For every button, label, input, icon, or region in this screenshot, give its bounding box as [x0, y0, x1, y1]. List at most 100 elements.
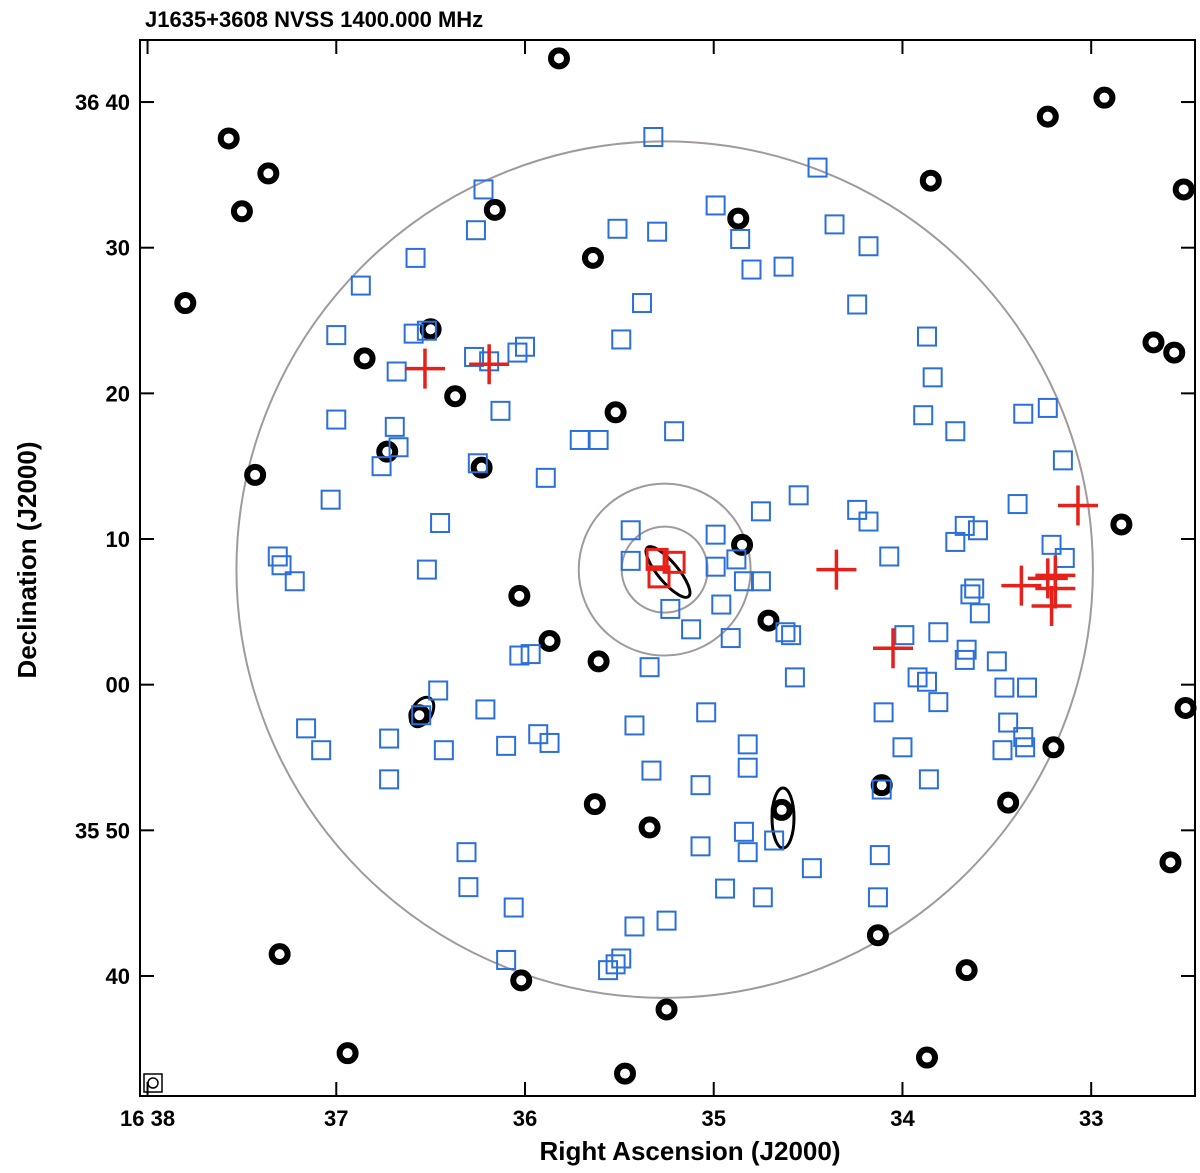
radio-source	[604, 401, 627, 424]
source-cross	[1027, 558, 1068, 599]
radio-source	[257, 162, 280, 185]
source-square	[647, 565, 671, 589]
source-square	[611, 948, 632, 969]
source-square	[284, 571, 305, 592]
source-square	[681, 619, 702, 640]
source-square	[737, 734, 758, 755]
radio-source	[997, 791, 1020, 814]
source-square	[379, 728, 400, 749]
source-square	[1015, 737, 1036, 758]
source-square	[705, 195, 726, 216]
source-square	[465, 220, 486, 241]
source-square	[928, 622, 949, 643]
source-square	[847, 294, 868, 315]
source-cross	[873, 628, 914, 669]
source-square	[922, 367, 943, 388]
source-square	[1054, 547, 1075, 568]
source-square	[1007, 494, 1028, 515]
radio-source	[508, 584, 531, 607]
source-square	[720, 628, 741, 649]
x-axis-label: Right Ascension (J2000)	[539, 1136, 840, 1166]
radio-source	[483, 198, 506, 221]
source-square	[892, 737, 913, 758]
source-square	[715, 878, 736, 899]
x-tick-label: 33	[1079, 1106, 1103, 1131]
source-square	[456, 842, 477, 863]
beam	[147, 1077, 159, 1089]
radio-source	[1159, 851, 1182, 874]
source-square	[741, 259, 762, 280]
radio-source	[230, 200, 253, 223]
source-square	[956, 639, 977, 660]
source-square	[430, 512, 451, 533]
source-square	[954, 649, 975, 670]
source-square	[690, 775, 711, 796]
source-square	[588, 429, 609, 450]
search-ring	[235, 140, 1094, 999]
source-square	[386, 361, 407, 382]
source-square	[913, 405, 934, 426]
source-cross	[1001, 565, 1042, 606]
radio-source	[655, 998, 678, 1021]
source-square	[403, 323, 424, 344]
source-square	[326, 325, 347, 346]
source-square	[496, 735, 517, 756]
source-square	[781, 625, 802, 646]
source-square	[507, 342, 528, 363]
source-square	[737, 757, 758, 778]
source-square	[994, 677, 1015, 698]
radio-source	[916, 1046, 939, 1069]
source-square	[296, 718, 317, 739]
source-square	[894, 625, 915, 646]
source-square	[858, 511, 879, 532]
radio-source	[244, 463, 267, 486]
radio-source	[583, 793, 606, 816]
x-tick-label: 35	[701, 1106, 725, 1131]
source-square	[605, 954, 626, 975]
source-square	[660, 598, 681, 619]
source-square	[475, 699, 496, 720]
y-tick-label: 00	[106, 673, 130, 698]
source-square	[647, 221, 668, 242]
y-tick-label: 20	[106, 381, 130, 406]
radio-source	[217, 127, 240, 150]
source-square	[879, 546, 900, 567]
source-square	[639, 657, 660, 678]
source-square	[773, 256, 794, 277]
radio-source	[955, 959, 978, 982]
y-tick-label: 35 50	[75, 818, 130, 843]
source-square	[371, 456, 392, 477]
radio-source	[268, 943, 291, 966]
radio-source	[1036, 105, 1059, 128]
source-square	[539, 732, 560, 753]
source-square	[350, 275, 371, 296]
source-square	[945, 421, 966, 442]
radio-source	[444, 385, 467, 408]
source-cross	[469, 344, 510, 385]
source-square	[611, 329, 632, 350]
radio-source	[547, 47, 570, 70]
source-square	[807, 157, 828, 178]
radio-source	[866, 924, 889, 947]
source-square	[405, 247, 426, 268]
source-square	[379, 769, 400, 790]
source-square	[416, 320, 437, 341]
radio-source	[1110, 513, 1133, 536]
radio-source	[581, 246, 604, 269]
source-square	[535, 467, 556, 488]
source-square	[764, 830, 785, 851]
source-square	[945, 531, 966, 552]
radio-source	[638, 816, 661, 839]
source-cross	[816, 549, 857, 590]
source-square	[620, 550, 641, 571]
source-square	[607, 218, 628, 239]
contour	[644, 545, 692, 599]
source-square	[656, 910, 677, 931]
source-square	[964, 578, 985, 599]
source-square	[1013, 403, 1034, 424]
source-square	[569, 429, 590, 450]
source-square	[788, 485, 809, 506]
source-square	[662, 550, 686, 574]
beam-box	[143, 1073, 163, 1093]
